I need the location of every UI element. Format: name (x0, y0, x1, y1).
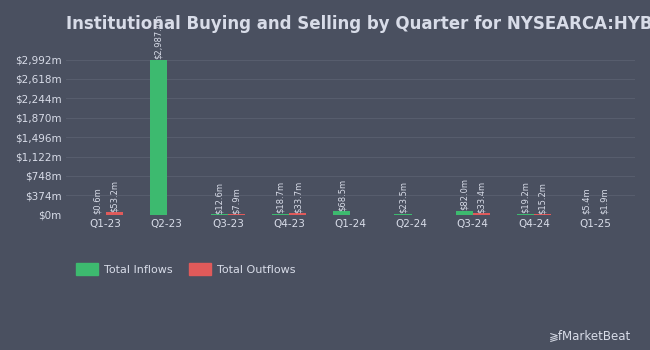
Bar (395, 214, 411, 215)
Bar (289, 213, 306, 215)
Bar (105, 212, 123, 215)
Text: $68.5m: $68.5m (337, 179, 346, 211)
Bar (272, 214, 289, 215)
Text: $23.5m: $23.5m (398, 181, 408, 213)
Bar (150, 60, 167, 215)
Legend: Total Inflows, Total Outflows: Total Inflows, Total Outflows (72, 259, 300, 279)
Text: $18.7m: $18.7m (276, 181, 285, 214)
Bar (473, 213, 490, 215)
Text: Institutional Buying and Selling by Quarter for NYSEARCA:HYBB: Institutional Buying and Selling by Quar… (66, 15, 650, 33)
Text: $1.9m: $1.9m (599, 188, 608, 214)
Text: $0.6m: $0.6m (92, 188, 101, 214)
Text: $2,987.4m: $2,987.4m (153, 14, 162, 60)
Text: $5.4m: $5.4m (582, 188, 591, 214)
Bar (333, 211, 350, 215)
Bar (517, 214, 534, 215)
Text: ⫺fMarketBeat: ⫺fMarketBeat (548, 330, 630, 343)
Text: $33.4m: $33.4m (477, 181, 486, 213)
Text: $15.2m: $15.2m (538, 182, 547, 214)
Text: $12.6m: $12.6m (215, 182, 224, 214)
Text: $33.7m: $33.7m (293, 180, 302, 213)
Bar (534, 214, 551, 215)
Text: $53.2m: $53.2m (110, 180, 119, 212)
Text: $7.9m: $7.9m (232, 187, 241, 214)
Bar (211, 214, 228, 215)
Bar (456, 211, 473, 215)
Text: $19.2m: $19.2m (521, 182, 530, 214)
Text: $82.0m: $82.0m (460, 178, 469, 210)
